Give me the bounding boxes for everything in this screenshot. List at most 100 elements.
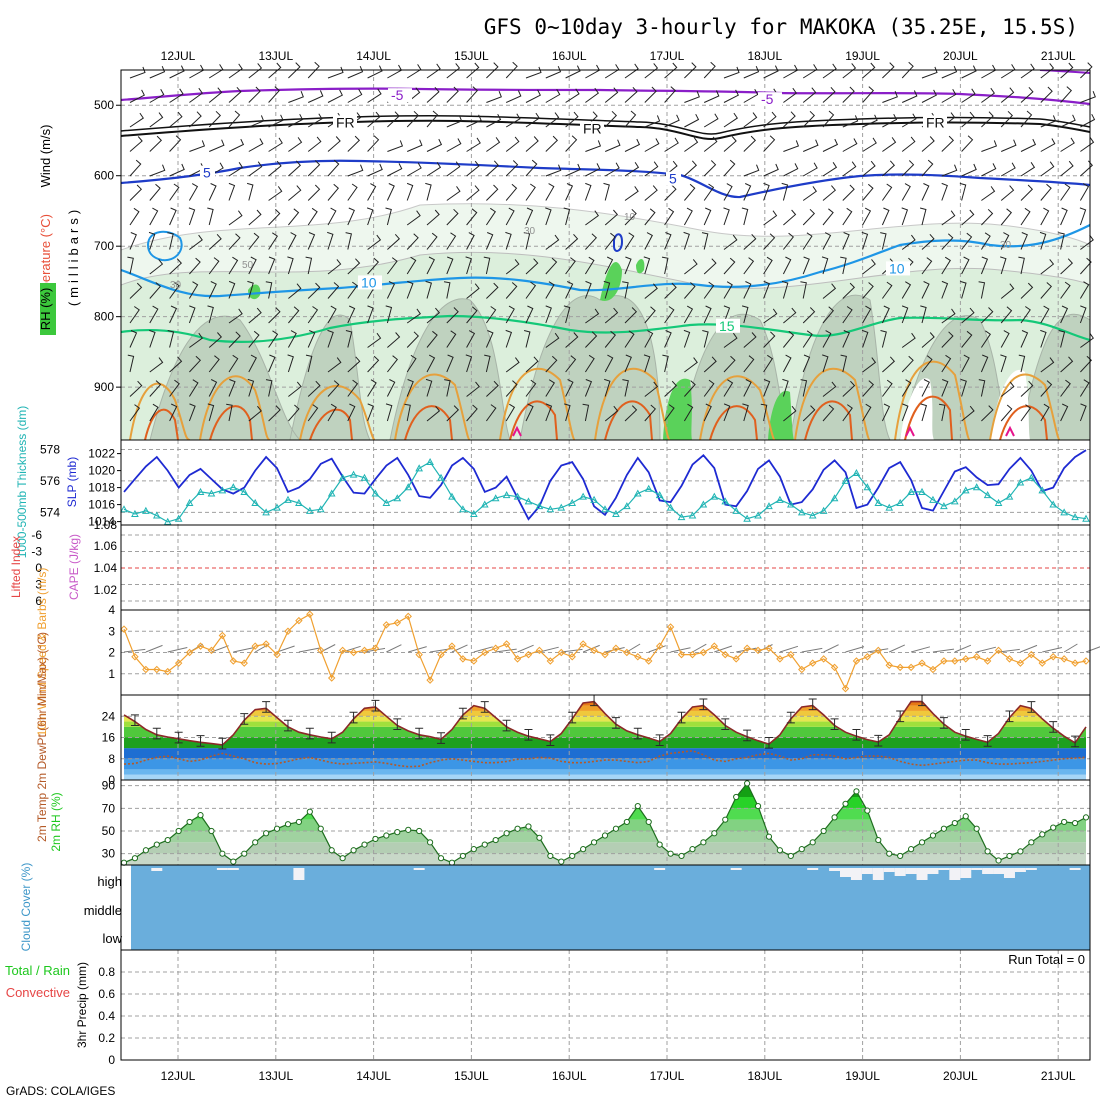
wind-barb <box>919 207 927 226</box>
rh-contour-label: 30 <box>524 226 536 237</box>
rh-point <box>940 825 947 832</box>
wind-speed-point <box>612 644 620 652</box>
wind-barb <box>821 256 829 275</box>
wind-barb <box>189 111 202 128</box>
cloud-cover-label: Cloud Cover (%) <box>19 863 33 952</box>
wind-barb <box>1040 115 1057 128</box>
wind-barb <box>208 233 222 250</box>
wind-barb <box>129 184 143 201</box>
thickness-point <box>732 506 741 514</box>
rh-point <box>558 858 565 865</box>
thickness-point <box>765 502 773 510</box>
wind-barb <box>248 115 265 128</box>
rh-point <box>645 818 652 826</box>
wind-barb <box>1020 162 1036 177</box>
wind-barb <box>265 379 273 397</box>
wind-speed-point <box>229 657 238 665</box>
wind-barb <box>921 355 933 373</box>
wind-barb <box>941 89 957 103</box>
wind-barb <box>129 380 143 397</box>
high-cloud-gap <box>993 868 1005 874</box>
wind-barb <box>486 137 501 152</box>
wind-barb <box>941 164 958 177</box>
thickness-tick-label: 578 <box>40 442 60 456</box>
wind-barb <box>169 305 178 324</box>
wind-speed-point <box>120 625 128 633</box>
wind-barb <box>545 257 558 275</box>
wind-barb <box>149 282 162 299</box>
wind-barb <box>961 88 976 103</box>
surface-wind-ticks: 1 2 3 4 <box>108 603 115 681</box>
temperature-range-bar <box>480 701 489 713</box>
rh-point <box>842 800 849 807</box>
wind-barb <box>307 160 321 177</box>
wind-speed-point <box>185 648 194 657</box>
wind-barb <box>426 232 438 250</box>
temperature-panel-label: 2m Temp 2m DewPt (6hr Min/Max) (°C) <box>35 632 49 842</box>
thickness-point <box>120 505 128 513</box>
wind-barb <box>664 62 678 79</box>
wind-barb <box>862 207 872 226</box>
wind-speed-point <box>295 616 303 625</box>
thickness-point <box>852 469 861 477</box>
wind-barb <box>1018 354 1026 373</box>
wind-barb <box>505 160 519 177</box>
wind-barb <box>703 258 717 275</box>
wind-barb <box>723 159 736 177</box>
rh-contour-labels: 30 50 10 30 30 <box>170 212 1012 291</box>
wind-barb <box>226 403 233 422</box>
rh-point <box>492 836 499 844</box>
wind-speed-point <box>459 655 467 663</box>
wind-barb <box>664 330 672 348</box>
wind-barb <box>486 62 499 79</box>
rh-point <box>514 825 521 832</box>
wind-barb <box>644 283 658 299</box>
wind-barb <box>149 207 159 226</box>
contour-label-bg <box>200 165 215 180</box>
thickness-point <box>349 470 358 478</box>
wind-barb <box>525 207 534 226</box>
wind-barb <box>149 305 159 324</box>
thickness-point <box>710 492 719 500</box>
surface-warm-marker <box>1005 425 1015 437</box>
wind-barb <box>882 356 896 373</box>
wind-barb <box>842 207 853 226</box>
wind-barb <box>523 232 531 250</box>
wind-barb <box>783 163 799 177</box>
wind-barb <box>840 354 848 373</box>
wind-barb <box>763 331 776 348</box>
date-tick-label: 21JUL <box>1041 1069 1076 1083</box>
wind-barb <box>545 403 553 422</box>
wind-barb <box>981 163 997 177</box>
pressure-tick-label: 800 <box>94 310 114 324</box>
thickness-point <box>841 476 850 484</box>
wind-barb <box>485 306 497 324</box>
rh-point <box>667 850 674 857</box>
wind-barb <box>484 354 491 373</box>
rh-point <box>372 835 379 843</box>
wind-barb <box>782 354 792 373</box>
wind-barb <box>763 354 773 373</box>
temperature-range-bar <box>721 718 730 731</box>
thickness-point <box>218 486 227 494</box>
wind-barb <box>327 231 334 250</box>
slp-tick-label: 1018 <box>88 481 115 495</box>
thickness-point <box>448 492 456 500</box>
wind-barb <box>622 281 629 299</box>
precip-ticks: 0 0.2 0.4 0.6 0.8 <box>98 965 115 1067</box>
high-cloud-gap <box>1003 868 1015 878</box>
rh-point <box>1006 852 1013 860</box>
temperature-tick-label: 0 <box>108 773 115 787</box>
wind-barb <box>347 258 361 275</box>
wind-barb <box>129 207 140 226</box>
wind-barb <box>188 183 199 201</box>
wind-barb <box>743 281 752 299</box>
wind-barb <box>268 256 276 275</box>
wind-label: Wind (m/s) <box>38 125 53 188</box>
rh-point <box>263 830 270 837</box>
wind-barb <box>307 282 321 299</box>
wind-barb <box>783 140 800 152</box>
wind-barb <box>921 379 930 397</box>
wind-barb <box>703 379 715 397</box>
pressure-tick-label: 700 <box>94 239 114 253</box>
